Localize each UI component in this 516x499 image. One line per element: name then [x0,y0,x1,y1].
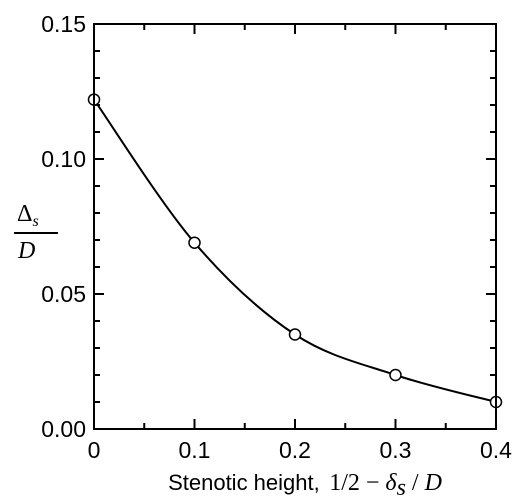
y-axis-label-numerator-subscript: s [32,213,38,230]
data-point [389,368,402,382]
points-layer [87,93,503,409]
x-tick-label: 0 [88,437,101,463]
x-axis-label-suffix: / [406,470,425,496]
x-tick-label: 0.1 [179,437,211,463]
data-point [188,236,201,249]
y-axis-label-numerator-symbol: Δ [17,201,32,227]
x-axis-label-text: Stenotic height, [168,470,320,495]
x-tick-label: 0.4 [480,437,512,463]
series-line [93,99,497,403]
y-tick-label: 0.05 [41,281,86,307]
y-axis-label: Δs D [14,201,58,264]
x-axis-label: Stenotic height, 1/2 − δs / D [168,470,442,499]
x-tick-label: 0.3 [380,437,412,463]
x-axis-label-denominator: D [424,470,442,496]
x-axis-label-subscript: s [397,475,406,499]
x-tick-label: 0.2 [279,437,311,463]
data-point [288,328,302,341]
x-axis-label-prefix: 1/2 − [329,470,385,496]
y-axis-label-numerator: Δs [17,201,39,230]
y-tick-label: 0.10 [41,146,86,172]
x-axis-label-symbol: δ [385,470,397,496]
ticks-layer: 0.00 0.05 0.10 0.15 0 0.1 0.2 0.3 0.4 [41,11,512,463]
curve-layer [93,99,497,403]
plot-frame [93,23,497,430]
y-axis-label-denominator: D [17,238,35,264]
y-tick-label: 0.15 [41,11,86,37]
y-tick-label: 0.00 [41,416,86,442]
